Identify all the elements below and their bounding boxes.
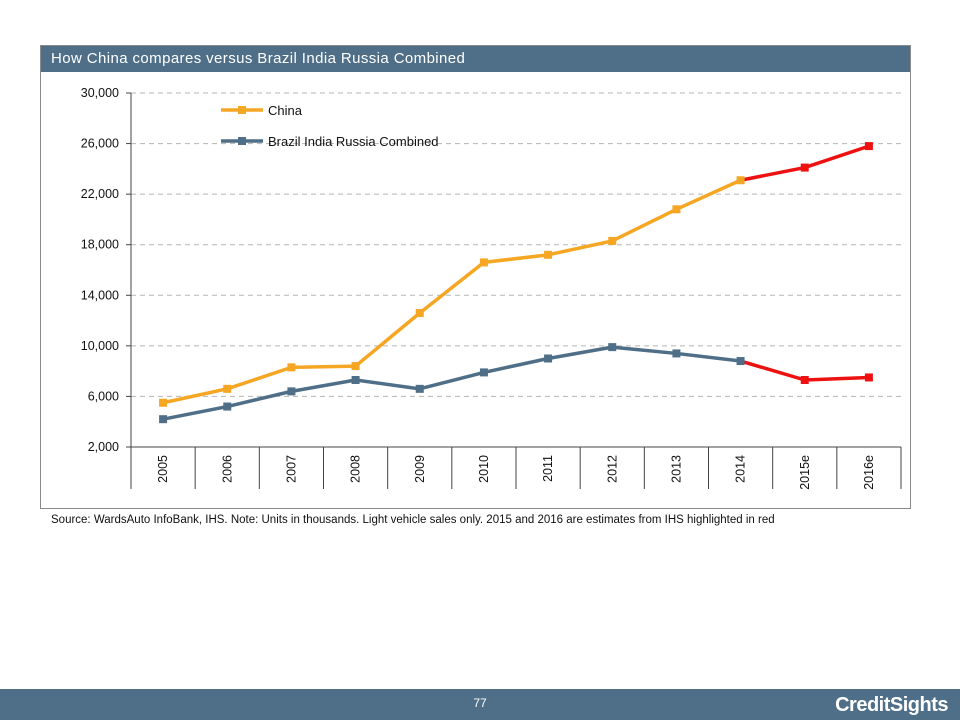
data-point xyxy=(672,205,681,214)
legend-marker-0 xyxy=(238,106,246,114)
line-chart: 2,000 6,000 10,000 14,000 18,000 22,000 26,000… xyxy=(81,86,902,490)
data-point xyxy=(479,368,488,377)
data-point xyxy=(608,343,617,352)
data-point xyxy=(223,402,232,411)
source-note: Source: WardsAuto InfoBank, IHS. Note: U… xyxy=(51,514,775,526)
x-tick-label: 2014 xyxy=(734,455,748,483)
data-point xyxy=(479,258,488,267)
x-tick-label: 2009 xyxy=(413,455,427,483)
legend-label-0: China xyxy=(268,103,303,118)
data-point xyxy=(672,349,681,358)
brand-logo: CreditSights xyxy=(835,694,948,716)
data-point xyxy=(736,176,745,185)
x-tick-label: 2016e xyxy=(862,455,876,490)
series-estimate-line-0 xyxy=(740,144,870,182)
data-point xyxy=(159,415,168,424)
chart-container: How China compares versus Brazil India R… xyxy=(40,45,911,509)
x-tick-label: 2011 xyxy=(541,455,555,482)
chart-title: How China compares versus Brazil India R… xyxy=(41,46,910,72)
series-line-0 xyxy=(162,178,742,405)
data-point xyxy=(544,250,553,259)
y-tick-label: 26,000 xyxy=(81,137,119,151)
data-point xyxy=(864,373,873,382)
y-tick-label: 14,000 xyxy=(81,288,119,302)
data-point xyxy=(351,375,360,384)
y-tick-label: 30,000 xyxy=(81,86,119,100)
data-point xyxy=(415,308,424,317)
y-tick-label: 10,000 xyxy=(81,339,119,353)
x-tick-label: 2006 xyxy=(220,455,234,483)
x-tick-label: 2010 xyxy=(477,455,491,483)
data-point xyxy=(800,375,809,384)
y-tick-label: 22,000 xyxy=(81,187,119,201)
x-tick-label: 2012 xyxy=(605,455,619,483)
data-point xyxy=(800,163,809,172)
data-point xyxy=(287,387,296,396)
data-point xyxy=(223,384,232,393)
y-tick-label: 18,000 xyxy=(81,238,119,252)
x-tick-label: 2013 xyxy=(669,455,683,483)
data-point xyxy=(159,398,168,407)
data-point xyxy=(864,142,873,151)
legend-label-1: Brazil India Russia Combined xyxy=(268,134,439,149)
data-point xyxy=(608,236,617,245)
x-tick-label: 2008 xyxy=(349,455,363,483)
series-line-1 xyxy=(162,345,741,421)
page-number: 77 xyxy=(473,696,487,710)
footer-bar: 77 CreditSights xyxy=(0,689,960,720)
data-point xyxy=(544,354,553,363)
x-tick-label: 2005 xyxy=(156,455,170,483)
data-point xyxy=(415,384,424,393)
legend-marker-1 xyxy=(238,137,246,145)
y-tick-label: 2,000 xyxy=(88,440,119,454)
x-tick-label: 2015e xyxy=(798,455,812,490)
x-tick-label: 2007 xyxy=(284,455,298,483)
data-point xyxy=(736,357,745,366)
data-point xyxy=(287,363,296,372)
data-point xyxy=(351,362,360,371)
y-tick-label: 6,000 xyxy=(88,389,119,403)
